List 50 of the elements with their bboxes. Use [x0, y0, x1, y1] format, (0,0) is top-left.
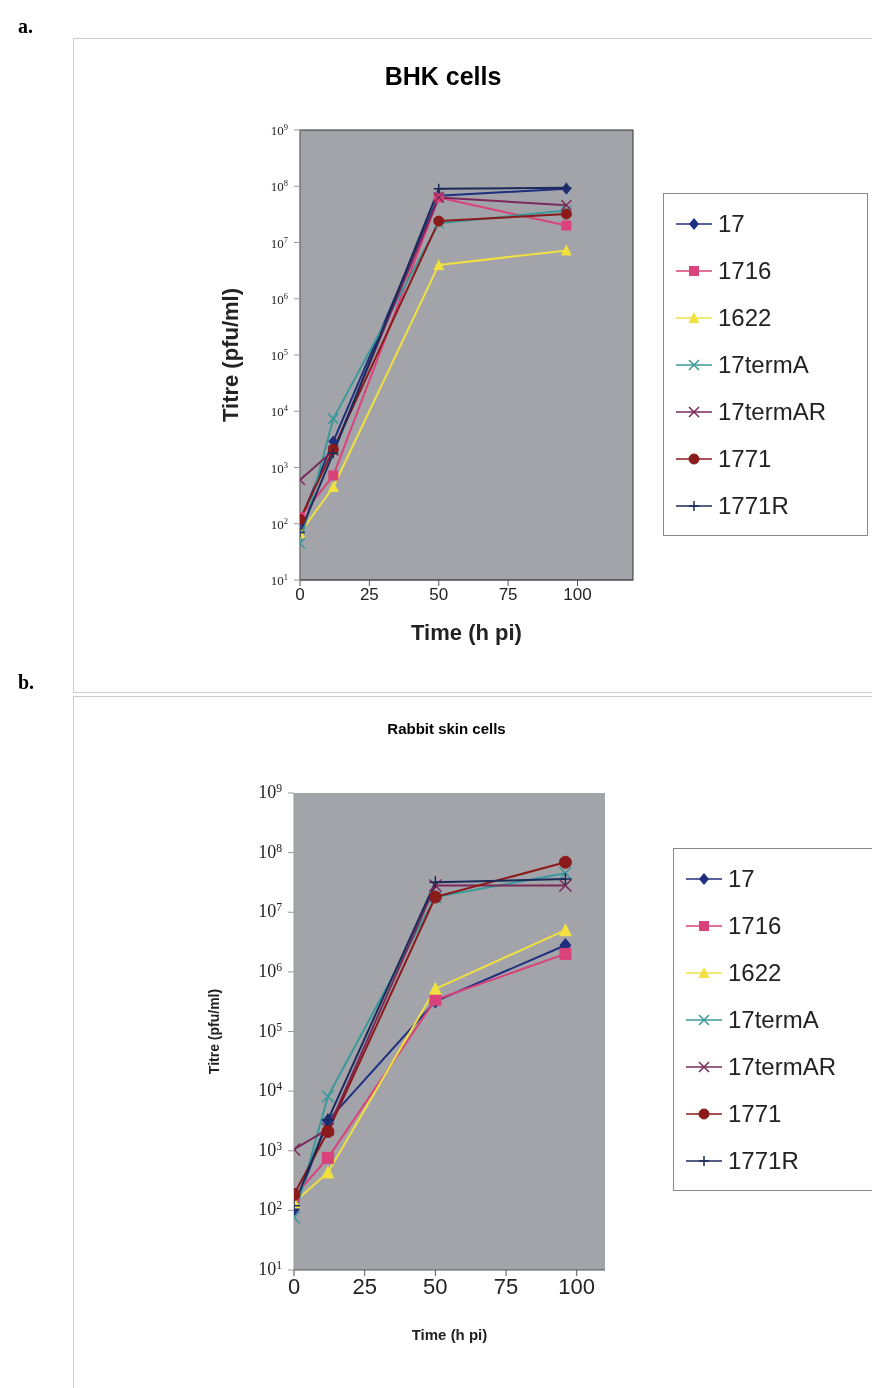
legend-label: 1622: [718, 303, 772, 332]
legend-label: 17termA: [728, 1005, 819, 1034]
legend-label: 1716: [718, 256, 772, 285]
y-tick-label: 10$^{8}$: [270, 178, 288, 195]
y-tick-label: 10$^{1}$: [270, 572, 288, 588]
y-tick-label: 10$^{3}$: [270, 459, 288, 476]
y-tick-label: 10$^{6}$: [258, 960, 283, 981]
y-tick-label: 10$^{3}$: [258, 1139, 283, 1160]
y-tick-label: 10$^{2}$: [258, 1198, 283, 1220]
x-tick-label: 25: [359, 585, 379, 605]
legend-label: 1771: [728, 1099, 782, 1128]
y-tick-label: 10$^{8}$: [258, 841, 283, 862]
legend-label: 1716: [728, 911, 782, 940]
y-axis-title: Titre (pfu/ml): [217, 287, 243, 423]
y-tick-label: 10$^{4}$: [270, 403, 289, 420]
y-tick-label: 10$^{9}$: [270, 122, 288, 138]
y-tick-label: 10$^{2}$: [270, 515, 288, 532]
y-tick-label: 10$^{1}$: [258, 1258, 283, 1279]
chart-title: Rabbit skin cells: [386, 720, 507, 737]
y-tick-label: 10$^{7}$: [258, 900, 283, 922]
x-tick-label: 75: [498, 585, 518, 605]
legend-label: 1622: [728, 958, 782, 987]
legend-label: 1771R: [728, 1146, 799, 1175]
legend-label: 17: [728, 864, 755, 893]
y-tick-label: 10$^{5}$: [258, 1020, 283, 1041]
x-axis-title: Time (h pi): [411, 1326, 488, 1343]
x-axis-title: Time (h pi): [411, 620, 522, 645]
text: a.: [18, 15, 33, 37]
y-tick-label: 10$^{4}$: [258, 1079, 283, 1101]
x-tick-label: 100: [563, 585, 592, 605]
legend-label: 17termA: [718, 350, 809, 379]
y-axis-title: Titre (pfu/ml): [205, 988, 222, 1075]
y-tick-label: 10$^{6}$: [270, 290, 288, 307]
text: b.: [18, 671, 35, 693]
x-tick-label: 25: [352, 1273, 377, 1299]
legend-label: 1771: [718, 444, 772, 473]
x-tick-label: 100: [558, 1273, 596, 1299]
y-tick-label: 10$^{7}$: [270, 234, 288, 251]
x-tick-label: 0: [295, 585, 305, 605]
x-tick-label: 50: [429, 585, 449, 605]
x-tick-label: 50: [423, 1273, 448, 1299]
legend-label: 17termAR: [718, 397, 827, 426]
y-tick-label: 10$^{5}$: [270, 347, 288, 363]
legend-label: 17termAR: [728, 1052, 837, 1081]
legend-label: 17: [718, 209, 745, 238]
chart-title: BHK cells: [383, 62, 503, 91]
x-tick-label: 75: [493, 1273, 519, 1299]
legend-label: 1771R: [718, 491, 789, 520]
y-tick-label: 10$^{9}$: [258, 781, 283, 802]
x-tick-label: 0: [287, 1273, 301, 1299]
